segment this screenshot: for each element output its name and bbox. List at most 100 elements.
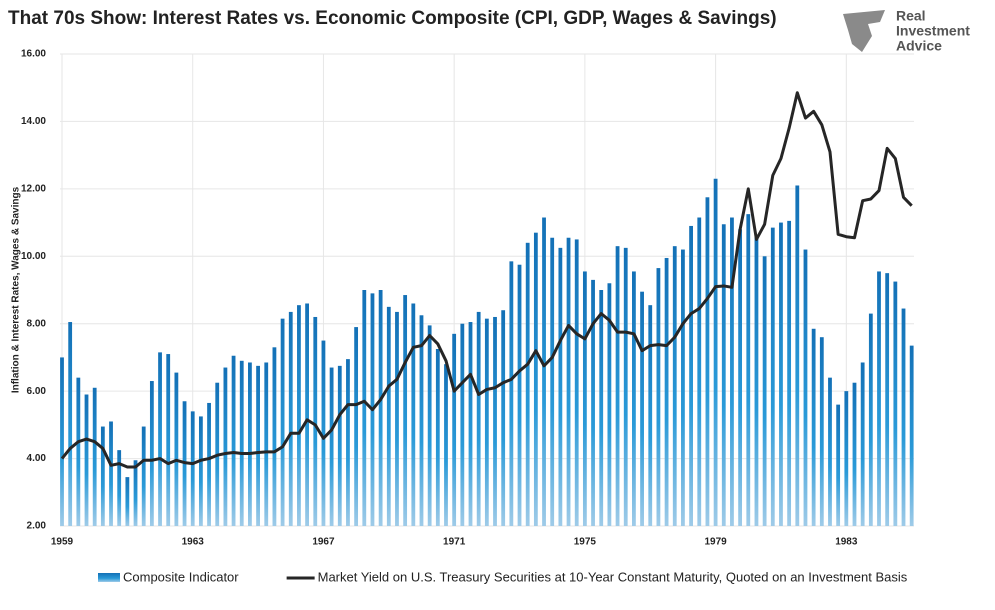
bar [117,450,122,526]
bar [231,355,236,526]
bar [280,318,285,526]
bar [460,323,465,526]
bar [803,249,808,527]
bar [885,273,890,526]
bar [493,316,497,526]
bar [444,364,448,526]
bar [100,426,105,526]
bar [158,352,162,526]
bar [591,279,595,526]
bar [623,247,628,526]
bar [746,214,751,526]
bar [435,349,440,526]
logo: Real Investment Advice [843,8,970,54]
bar [68,322,73,526]
bar [672,246,677,526]
bar [223,367,228,526]
bar [868,313,873,526]
bar [550,237,555,526]
bar [607,283,612,526]
bar [297,305,301,526]
bar [288,311,293,526]
bar [811,328,816,526]
bar [852,382,857,526]
bar [403,295,408,526]
bar [509,261,514,526]
bar [795,185,800,526]
bar [190,411,195,526]
bar [615,246,620,526]
bar [664,257,669,526]
bar [713,178,718,526]
bar [321,340,326,526]
y-axis-label: Inflation & Interest Rates, Wages & Savi… [11,186,22,393]
x-tick-label: 1967 [312,537,335,548]
bar [582,271,587,526]
y-tick-label: 12.00 [21,183,46,194]
bar [877,271,881,526]
bar [198,416,203,526]
bar [248,362,252,526]
x-tick-label: 1979 [704,537,727,548]
bar [239,360,244,526]
x-tick-label: 1963 [182,537,205,548]
bar [427,325,432,526]
bar [484,318,489,526]
bar [141,426,146,526]
bar [362,290,367,526]
bar [166,354,171,526]
y-tick-label: 4.00 [27,453,47,464]
bar [697,217,702,526]
bar [599,290,604,526]
bar [476,311,481,526]
bar [264,362,269,526]
bar [533,232,538,526]
bar [819,337,824,526]
bar [92,387,97,526]
bar [770,227,775,526]
bar [256,365,260,526]
x-tick-label: 1983 [835,537,858,548]
bar [574,239,579,526]
x-tick-label: 1971 [443,537,466,548]
legend-label: Market Yield on U.S. Treasury Securities… [318,569,908,584]
legend-label: Composite Indicator [123,569,239,584]
bar [730,217,734,526]
bar [779,222,783,527]
bar [721,224,726,526]
y-tick-label: 2.00 [27,521,47,532]
bar [525,242,530,527]
bar [411,303,416,526]
bar [738,229,743,527]
bar [901,308,906,526]
bar [207,402,211,526]
chart-title: That 70s Show: Interest Rates vs. Econom… [8,8,777,29]
bar [836,404,841,526]
bar [762,256,767,526]
bar [689,225,693,526]
logo-text: Advice [896,38,942,54]
bar [313,316,318,526]
y-tick-label: 16.00 [21,49,46,60]
bar [337,365,342,526]
bar [648,305,653,526]
bar [329,367,334,526]
bar [378,290,383,526]
bar [681,249,685,527]
bar [452,333,457,526]
line [60,91,913,469]
bar [109,421,113,526]
bar [395,311,399,526]
bar [844,391,849,526]
bar [787,220,792,526]
bar [542,217,546,526]
bar [754,236,759,527]
bar [656,268,661,526]
bar [640,291,644,526]
logo-text: Real [896,8,926,24]
bar [566,237,571,526]
bar [305,303,309,526]
bar [501,310,506,526]
bar [705,197,710,527]
